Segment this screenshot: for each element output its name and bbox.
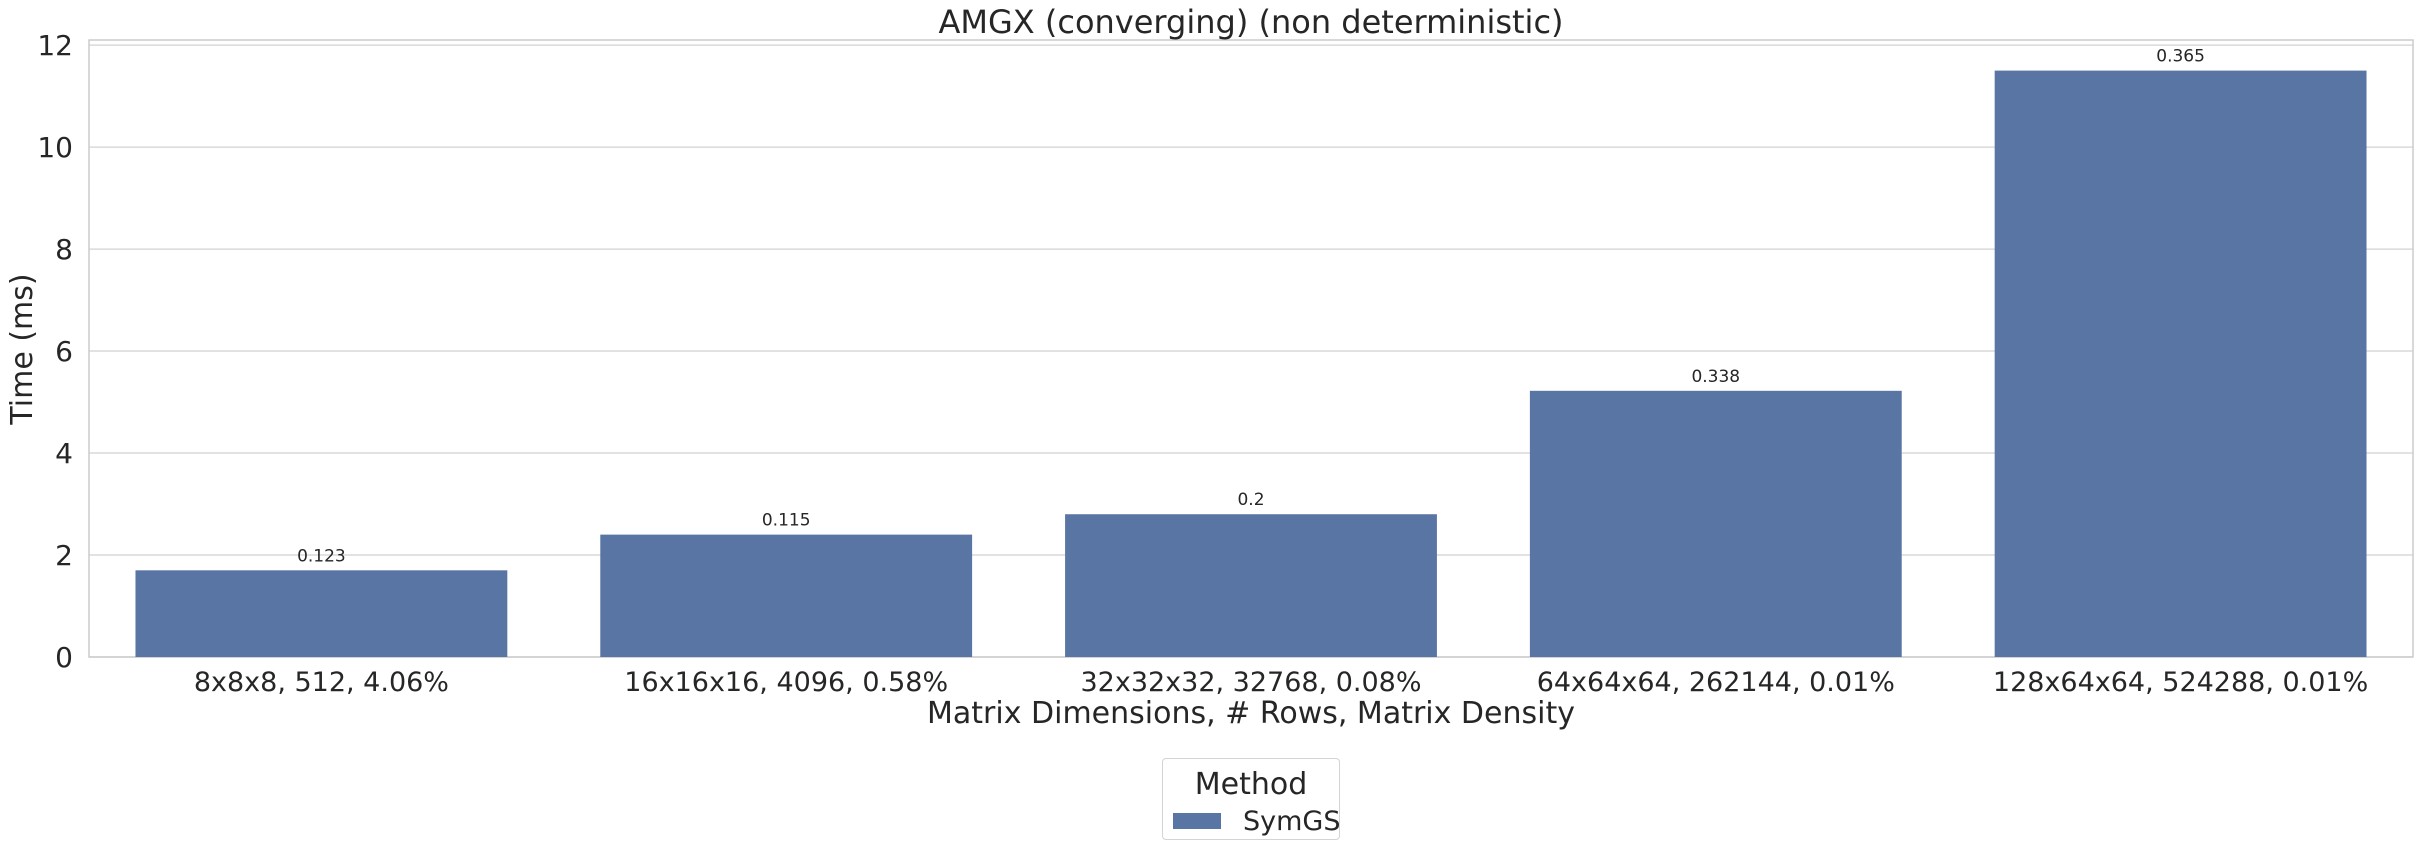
bar bbox=[600, 534, 973, 657]
y-tick-label: 6 bbox=[55, 335, 73, 368]
bar-data-label: 0.115 bbox=[762, 511, 811, 531]
y-tick-label: 2 bbox=[55, 539, 73, 572]
y-tick-labels: 0 2 4 6 8 10 12 bbox=[37, 29, 73, 674]
chart-title: AMGX (converging) (non deterministic) bbox=[938, 3, 1563, 41]
legend-swatch bbox=[1173, 813, 1221, 829]
y-axis-label: Time (ms) bbox=[5, 273, 40, 425]
bars bbox=[135, 70, 2367, 658]
bar bbox=[1529, 390, 1902, 657]
x-tick-label: 16x16x16, 4096, 0.58% bbox=[624, 667, 948, 698]
bar bbox=[1065, 514, 1437, 657]
bar-data-label: 0.365 bbox=[2156, 47, 2205, 67]
x-axis-label: Matrix Dimensions, # Rows, Matrix Densit… bbox=[927, 696, 1575, 731]
x-tick-label: 64x64x64, 262144, 0.01% bbox=[1537, 667, 1895, 698]
y-tick-label: 12 bbox=[37, 29, 73, 62]
legend: Method SymGS bbox=[1162, 758, 1340, 840]
bar bbox=[135, 570, 508, 657]
x-tick-label: 32x32x32, 32768, 0.08% bbox=[1080, 667, 1421, 698]
gridlines bbox=[89, 44, 2413, 658]
x-tick-label: 128x64x64, 524288, 0.01% bbox=[1993, 667, 2368, 698]
legend-title: Method bbox=[1194, 767, 1308, 802]
bar-data-label: 0.2 bbox=[1237, 490, 1264, 510]
y-tick-label: 4 bbox=[55, 437, 73, 470]
bar-data-label: 0.338 bbox=[1691, 367, 1740, 387]
y-tick-label: 8 bbox=[55, 233, 73, 266]
x-tick-label: 8x8x8, 512, 4.06% bbox=[194, 667, 449, 698]
y-tick-label: 0 bbox=[55, 641, 73, 674]
bar bbox=[1994, 70, 2367, 658]
bar-data-label: 0.123 bbox=[297, 546, 346, 566]
y-tick-label: 10 bbox=[37, 131, 73, 164]
legend-item-symgs: SymGS bbox=[1173, 805, 1341, 837]
bar-data-labels: 0.123 0.115 0.2 0.338 0.365 bbox=[297, 47, 2205, 567]
x-tick-labels: 8x8x8, 512, 4.06% 16x16x16, 4096, 0.58% 32… bbox=[194, 667, 2368, 698]
legend-label: SymGS bbox=[1243, 805, 1341, 837]
